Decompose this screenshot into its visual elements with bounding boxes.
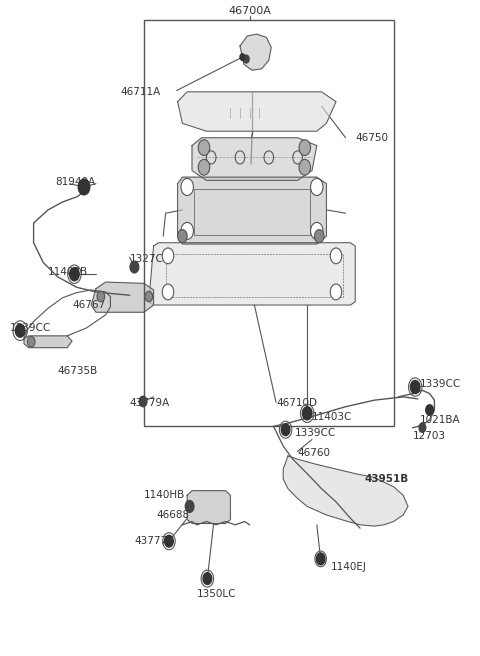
Text: 1140HB: 1140HB — [144, 490, 185, 501]
Circle shape — [426, 405, 433, 415]
Text: 1021BA: 1021BA — [420, 415, 461, 425]
Text: 12703: 12703 — [413, 431, 446, 441]
Text: 11403B: 11403B — [48, 267, 88, 277]
Text: 43777B: 43777B — [134, 536, 175, 546]
Circle shape — [299, 140, 311, 155]
Circle shape — [302, 407, 312, 420]
Circle shape — [240, 54, 245, 60]
Circle shape — [162, 248, 174, 264]
Text: 1339CC: 1339CC — [295, 428, 336, 438]
Text: 46735B: 46735B — [58, 365, 98, 376]
Text: 1350LC: 1350LC — [197, 588, 236, 599]
Text: 1327CB: 1327CB — [130, 254, 170, 264]
Circle shape — [130, 261, 139, 273]
Circle shape — [15, 324, 25, 337]
Circle shape — [198, 140, 210, 155]
Circle shape — [181, 222, 193, 239]
Circle shape — [299, 159, 311, 175]
Text: 46750: 46750 — [355, 133, 388, 143]
Text: 1339CC: 1339CC — [420, 379, 461, 389]
Text: 43951B: 43951B — [365, 474, 409, 484]
Bar — [194, 189, 310, 235]
Bar — [166, 254, 343, 297]
Polygon shape — [178, 92, 336, 131]
Circle shape — [139, 396, 147, 407]
Circle shape — [311, 178, 323, 195]
Polygon shape — [91, 282, 154, 312]
Polygon shape — [283, 456, 408, 526]
Polygon shape — [149, 243, 355, 305]
Text: 46688: 46688 — [156, 510, 189, 520]
Text: 46700A: 46700A — [228, 7, 271, 16]
Circle shape — [27, 337, 35, 347]
Circle shape — [97, 291, 105, 302]
Circle shape — [410, 380, 420, 394]
Circle shape — [165, 535, 173, 547]
Circle shape — [78, 179, 90, 195]
Text: 46711A: 46711A — [120, 87, 161, 97]
Polygon shape — [178, 177, 326, 244]
Text: 43779A: 43779A — [130, 398, 170, 409]
Circle shape — [330, 284, 342, 300]
Circle shape — [203, 573, 212, 584]
Polygon shape — [240, 34, 271, 70]
Polygon shape — [24, 336, 72, 348]
Text: 1339CC: 1339CC — [10, 323, 51, 333]
Circle shape — [178, 230, 187, 243]
Polygon shape — [187, 491, 230, 523]
Circle shape — [181, 178, 193, 195]
Polygon shape — [192, 138, 317, 180]
Text: 11403C: 11403C — [312, 411, 352, 422]
Circle shape — [330, 248, 342, 264]
Circle shape — [243, 55, 249, 63]
Text: 81940A: 81940A — [55, 177, 96, 187]
Circle shape — [419, 423, 426, 432]
Circle shape — [314, 230, 324, 243]
Circle shape — [70, 268, 79, 281]
Text: 46767: 46767 — [72, 300, 105, 310]
Circle shape — [316, 553, 325, 565]
Text: 46710D: 46710D — [276, 398, 317, 409]
Text: 1140EJ: 1140EJ — [331, 562, 367, 573]
Circle shape — [162, 284, 174, 300]
Circle shape — [198, 159, 210, 175]
Bar — [144, 20, 394, 426]
Circle shape — [145, 291, 153, 302]
Text: 46760: 46760 — [298, 447, 331, 458]
Circle shape — [311, 222, 323, 239]
Circle shape — [185, 501, 194, 512]
Circle shape — [281, 424, 290, 436]
